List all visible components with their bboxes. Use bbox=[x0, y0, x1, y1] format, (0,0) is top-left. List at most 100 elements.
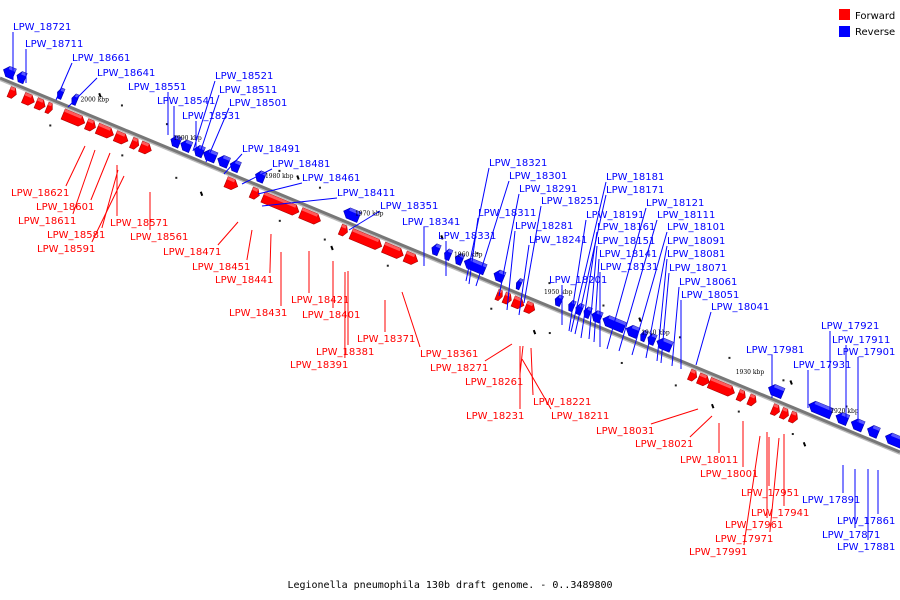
forward-gene-glyph[interactable] bbox=[337, 223, 349, 237]
reverse-gene-glyph[interactable] bbox=[430, 243, 442, 257]
legend-reverse-label: Reverse bbox=[855, 27, 895, 38]
reverse-gene-glyph[interactable] bbox=[766, 383, 786, 400]
reverse-gene-glyph[interactable] bbox=[883, 431, 900, 450]
gene-label: LPW_18401 bbox=[302, 310, 360, 321]
marker-dot bbox=[318, 186, 321, 189]
gene-label: LPW_18161 bbox=[597, 222, 655, 233]
gene-label: LPW_18221 bbox=[533, 397, 591, 408]
forward-gene-glyph[interactable] bbox=[138, 140, 153, 156]
forward-gene-glyph[interactable] bbox=[501, 291, 513, 305]
marker-dot bbox=[165, 123, 168, 126]
gene-label: LPW_18711 bbox=[25, 39, 83, 50]
forward-gene-glyph[interactable] bbox=[44, 101, 55, 115]
gene-leader-line bbox=[574, 194, 607, 335]
gene-leader-line bbox=[695, 311, 712, 366]
forward-gene-glyph[interactable] bbox=[769, 403, 781, 417]
forward-gene-glyph[interactable] bbox=[129, 136, 140, 150]
reverse-gene-glyph[interactable] bbox=[601, 314, 627, 334]
reverse-gene-glyph[interactable] bbox=[514, 278, 524, 291]
reverse-gene-glyph[interactable] bbox=[442, 248, 454, 262]
gene-leader-line bbox=[618, 219, 658, 352]
forward-gene-glyph[interactable] bbox=[21, 92, 36, 107]
gene-label: LPW_17911 bbox=[832, 335, 890, 346]
reverse-gene-glyph[interactable] bbox=[624, 323, 641, 339]
forward-gene-glyph[interactable] bbox=[6, 86, 18, 99]
reverse-gene-glyph[interactable] bbox=[228, 159, 242, 174]
forward-gene-glyph[interactable] bbox=[348, 228, 384, 252]
gene-label: LPW_18411 bbox=[337, 188, 395, 199]
gene-label: LPW_18181 bbox=[606, 172, 664, 183]
gene-leader-line bbox=[67, 77, 98, 108]
forward-gene-glyph[interactable] bbox=[735, 389, 747, 402]
gene-label: LPW_18241 bbox=[529, 235, 587, 246]
reverse-gene-glyph[interactable] bbox=[582, 306, 593, 320]
gene-label: LPW_18211 bbox=[551, 411, 609, 422]
gene-leader-line bbox=[588, 245, 598, 340]
forward-gene-glyph[interactable] bbox=[523, 300, 537, 315]
forward-gene-glyph[interactable] bbox=[706, 377, 736, 398]
gene-label: LPW_18621 bbox=[11, 188, 69, 199]
forward-gene-glyph[interactable] bbox=[778, 406, 790, 420]
forward-gene-glyph[interactable] bbox=[84, 118, 97, 133]
forward-gene-glyph[interactable] bbox=[687, 368, 698, 382]
gene-label: LPW_18721 bbox=[13, 22, 71, 33]
reverse-gene-glyph[interactable] bbox=[567, 299, 577, 313]
gene-label: LPW_18101 bbox=[667, 222, 725, 233]
marker-dot bbox=[678, 336, 681, 339]
gene-label: LPW_18091 bbox=[667, 236, 725, 247]
reverse-gene-glyph[interactable] bbox=[807, 399, 834, 420]
gene-leader-line bbox=[498, 193, 520, 297]
marker-dot bbox=[386, 264, 389, 267]
reverse-gene-glyph[interactable] bbox=[55, 87, 66, 100]
forward-gene-glyph[interactable] bbox=[223, 176, 240, 192]
forward-gene-glyph[interactable] bbox=[381, 241, 405, 260]
gene-label: LPW_18471 bbox=[163, 247, 221, 258]
forward-gene-glyph[interactable] bbox=[94, 122, 115, 140]
gene-label: LPW_18451 bbox=[192, 262, 250, 273]
marker-dot bbox=[476, 252, 479, 255]
reverse-gene-glyph[interactable] bbox=[216, 154, 231, 169]
reverse-gene-glyph[interactable] bbox=[639, 329, 649, 343]
reverse-gene-glyph[interactable] bbox=[179, 138, 194, 153]
gene-leader-line bbox=[192, 80, 216, 152]
forward-gene-glyph[interactable] bbox=[33, 97, 47, 112]
gene-label: LPW_18641 bbox=[97, 68, 155, 79]
reverse-gene-glyph[interactable] bbox=[590, 309, 604, 324]
marker-dash bbox=[330, 245, 334, 251]
reverse-gene-glyph[interactable] bbox=[849, 417, 866, 433]
forward-swatch bbox=[839, 9, 850, 20]
reverse-gene-glyph[interactable] bbox=[865, 424, 881, 439]
reverse-gene-glyph[interactable] bbox=[15, 70, 28, 85]
reverse-gene-glyph[interactable] bbox=[342, 206, 362, 223]
forward-gene-glyph[interactable] bbox=[298, 207, 323, 226]
gene-label: LPW_17991 bbox=[689, 547, 747, 558]
gene-label: LPW_18271 bbox=[430, 363, 488, 374]
forward-gene-glyph[interactable] bbox=[696, 372, 711, 388]
forward-gene-glyph[interactable] bbox=[402, 250, 420, 266]
forward-gene-glyph[interactable] bbox=[787, 410, 799, 424]
forward-gene-glyph[interactable] bbox=[112, 130, 130, 146]
gene-leader-line bbox=[645, 245, 668, 359]
gene-label: LPW_18611 bbox=[18, 216, 76, 227]
gene-label: LPW_18191 bbox=[586, 210, 644, 221]
reverse-gene-glyph[interactable] bbox=[453, 252, 465, 266]
gene-label: LPW_18121 bbox=[646, 198, 704, 209]
forward-gene-glyph[interactable] bbox=[248, 186, 261, 201]
gene-label: LPW_17891 bbox=[802, 495, 860, 506]
reverse-swatch bbox=[839, 26, 850, 37]
gene-leader-line bbox=[205, 107, 230, 163]
marker-dot bbox=[728, 356, 731, 359]
marker-dash bbox=[199, 191, 204, 197]
gene-leader-line bbox=[650, 408, 699, 425]
forward-gene-glyph[interactable] bbox=[60, 108, 87, 128]
forward-gene-glyph[interactable] bbox=[746, 393, 758, 407]
gene-leader-line bbox=[689, 415, 713, 438]
gene-leader-line bbox=[91, 175, 125, 243]
reverse-gene-glyph[interactable] bbox=[1, 65, 17, 80]
reverse-gene-glyph[interactable] bbox=[655, 336, 674, 353]
gene-label: LPW_18371 bbox=[357, 334, 415, 345]
tick-label: 1940 kbp bbox=[641, 330, 670, 337]
gene-label: LPW_17941 bbox=[751, 508, 809, 519]
